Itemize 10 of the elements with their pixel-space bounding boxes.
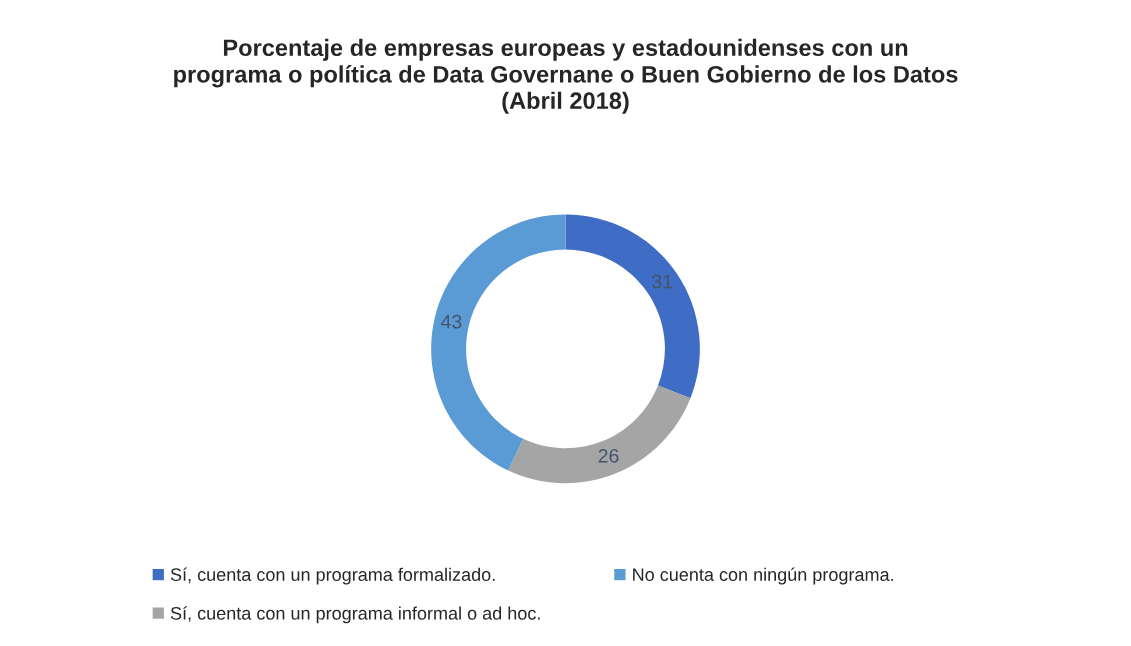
donut-slice bbox=[508, 385, 691, 484]
legend-label: Sí, cuenta con un programa informal o ad hoc. bbox=[170, 606, 540, 624]
donut-slice bbox=[431, 214, 566, 471]
donut-slice bbox=[565, 214, 700, 399]
data-label: 26 bbox=[598, 448, 619, 463]
data-label: 43 bbox=[441, 314, 462, 329]
legend-label: No cuenta con ningún programa. bbox=[633, 567, 893, 585]
legend-label: Sí, cuenta con un programa formalizado. bbox=[170, 567, 495, 585]
data-label: 31 bbox=[652, 274, 673, 289]
chart-title: Porcentaje de empresas europeas y estadounidenses con un programa o política de Data Governane o Buen Gobierno de los Datos (Abril 2018) bbox=[174, 38, 958, 114]
